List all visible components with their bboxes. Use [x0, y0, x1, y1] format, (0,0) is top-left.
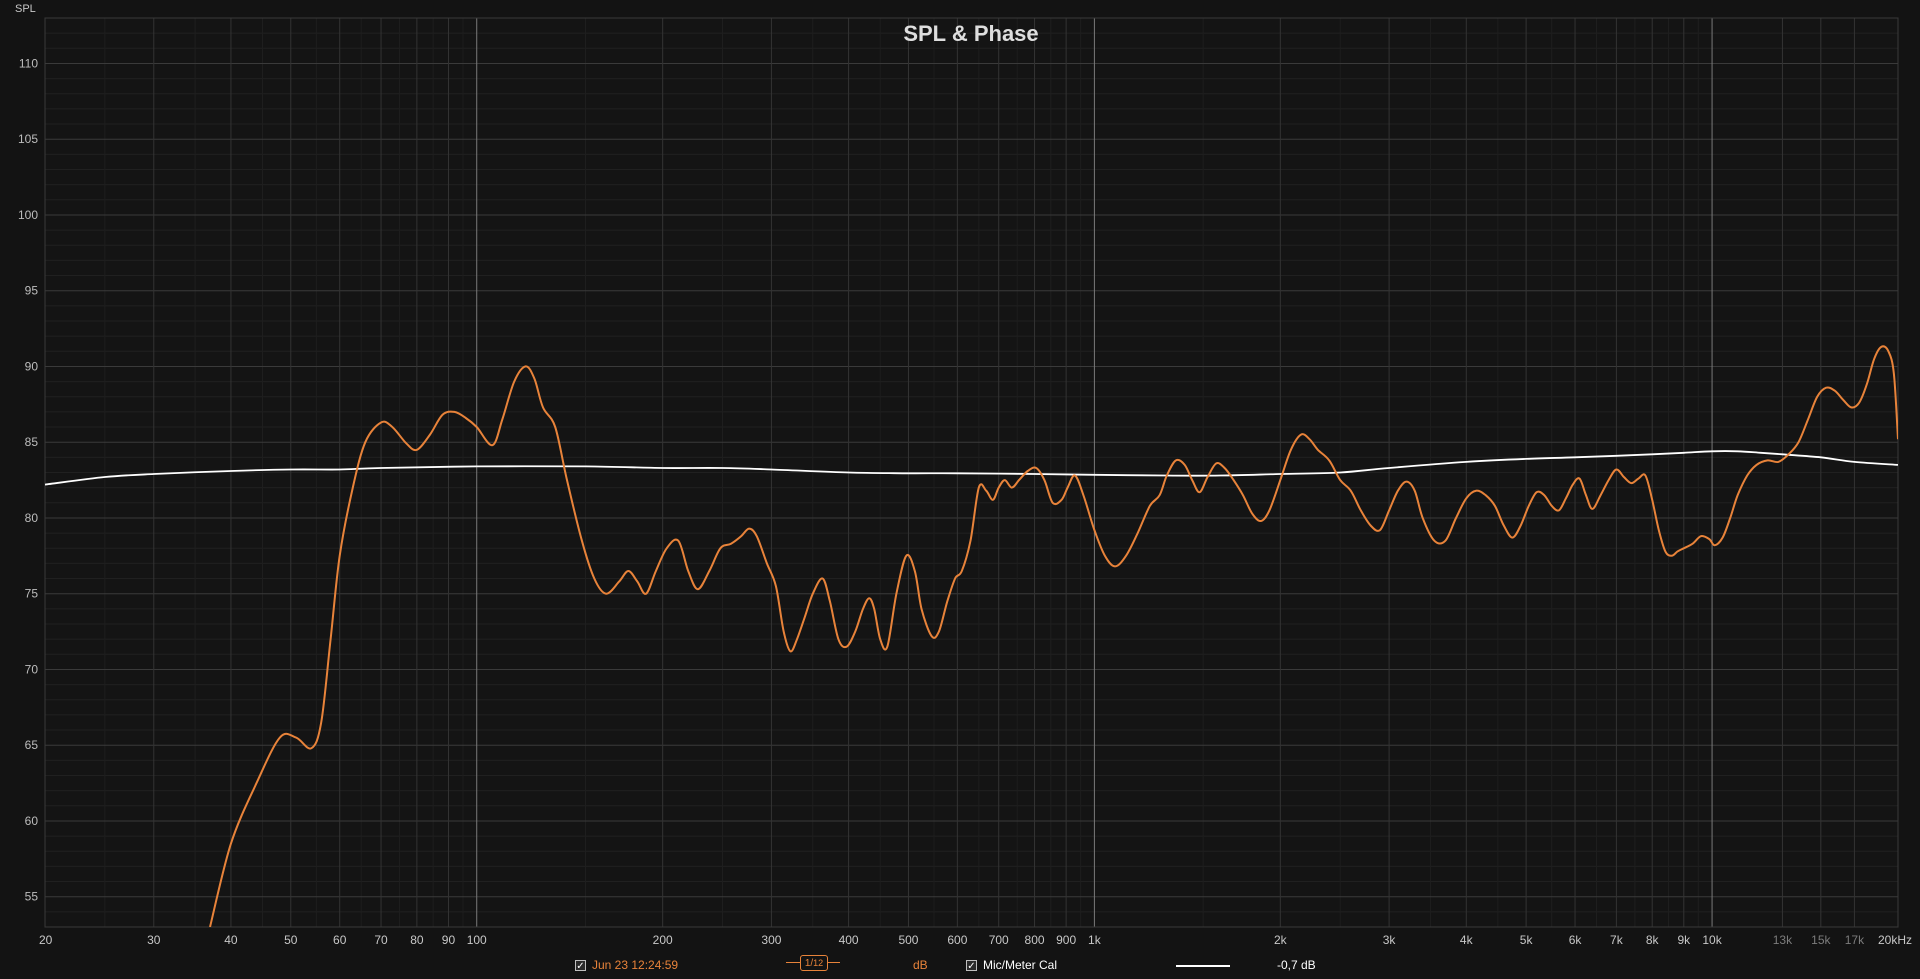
spl-chart: 55 60 65 70 75 80 85 90 95 100 105 110 20 30 40 50 60 70 8… — [15, 3, 1912, 947]
y-tick-label: 95 — [25, 284, 39, 298]
x-tick-label: 80 — [410, 933, 424, 947]
y-tick-label: 75 — [25, 587, 39, 601]
smoothing-numerator: 1 — [804, 958, 811, 969]
x-tick-label: 6k — [1569, 933, 1583, 947]
y-tick-label: 105 — [18, 132, 38, 146]
unit-label: dB — [913, 958, 928, 972]
y-axis-label: SPL — [15, 3, 36, 15]
x-tick-label: 10k — [1702, 933, 1722, 947]
x-tick-label: 9k — [1677, 933, 1691, 947]
y-tick-label: 90 — [25, 359, 39, 373]
legend-item-cal[interactable]: ✓ Mic/Meter Cal — [966, 958, 1057, 972]
legend-bar: ✓ Jun 23 12:24:59 1/12 dB ✓ Mic/Meter Ca… — [0, 952, 1920, 978]
cal-label: Mic/Meter Cal — [983, 958, 1058, 972]
chart-title: SPL & Phase — [903, 21, 1038, 46]
y-tick-label: 70 — [25, 662, 39, 676]
smoothing-indicator[interactable]: 1/12 — [786, 952, 840, 972]
x-tick-label: 300 — [761, 933, 781, 947]
x-tick-label: 100 — [467, 933, 487, 947]
x-tick-label: 15k — [1811, 933, 1831, 947]
x-tick-label: 40 — [224, 933, 238, 947]
x-tick-label: 60 — [333, 933, 347, 947]
y-tick-label: 85 — [25, 435, 39, 449]
y-tick-label: 60 — [25, 814, 39, 828]
x-tick-label: 50 — [284, 933, 298, 947]
offset-label: -0,7 dB — [1277, 958, 1316, 972]
x-tick-label: 70 — [374, 933, 388, 947]
cal-line-swatch — [1176, 965, 1230, 967]
legend-item-measurement[interactable]: ✓ Jun 23 12:24:59 — [575, 958, 678, 972]
x-tick-label: 20 — [39, 933, 53, 947]
x-tick-label: 5k — [1520, 933, 1534, 947]
series-line-measurement — [209, 345, 1898, 927]
x-tick-label: 17k — [1845, 933, 1865, 947]
x-tick-label: 600 — [947, 933, 967, 947]
x-tick-label: 30 — [147, 933, 161, 947]
smoothing-denominator: 12 — [813, 958, 824, 968]
x-tick-label: 800 — [1025, 933, 1045, 947]
x-tick-label: 400 — [839, 933, 859, 947]
y-tick-label: 110 — [19, 56, 38, 70]
x-tick-label: 2k — [1274, 933, 1288, 947]
y-tick-label: 100 — [18, 208, 38, 222]
x-tick-label: 200 — [653, 933, 673, 947]
plot-border — [44, 17, 1899, 928]
x-tick-label: 4k — [1460, 933, 1474, 947]
x-tick-label: 1k — [1088, 933, 1102, 947]
y-tick-label: 55 — [25, 890, 39, 904]
y-tick-label: 80 — [25, 511, 39, 525]
x-tick-label: 900 — [1056, 933, 1076, 947]
x-tick-label: 3k — [1383, 933, 1397, 947]
measurement-label: Jun 23 12:24:59 — [592, 958, 679, 972]
x-tick-label: 13k — [1773, 933, 1793, 947]
x-tick-label: 500 — [898, 933, 918, 947]
measurement-checkbox[interactable]: ✓ — [575, 959, 586, 972]
x-tick-label: 20kHz — [1878, 933, 1912, 947]
x-tick-label: 700 — [989, 933, 1009, 947]
x-tick-label: 90 — [442, 933, 456, 947]
y-tick-label: 65 — [25, 738, 39, 752]
series-line-cal — [45, 450, 1898, 486]
x-tick-label: 7k — [1610, 933, 1624, 947]
cal-checkbox[interactable]: ✓ — [966, 959, 977, 972]
x-tick-label: 8k — [1646, 933, 1660, 947]
